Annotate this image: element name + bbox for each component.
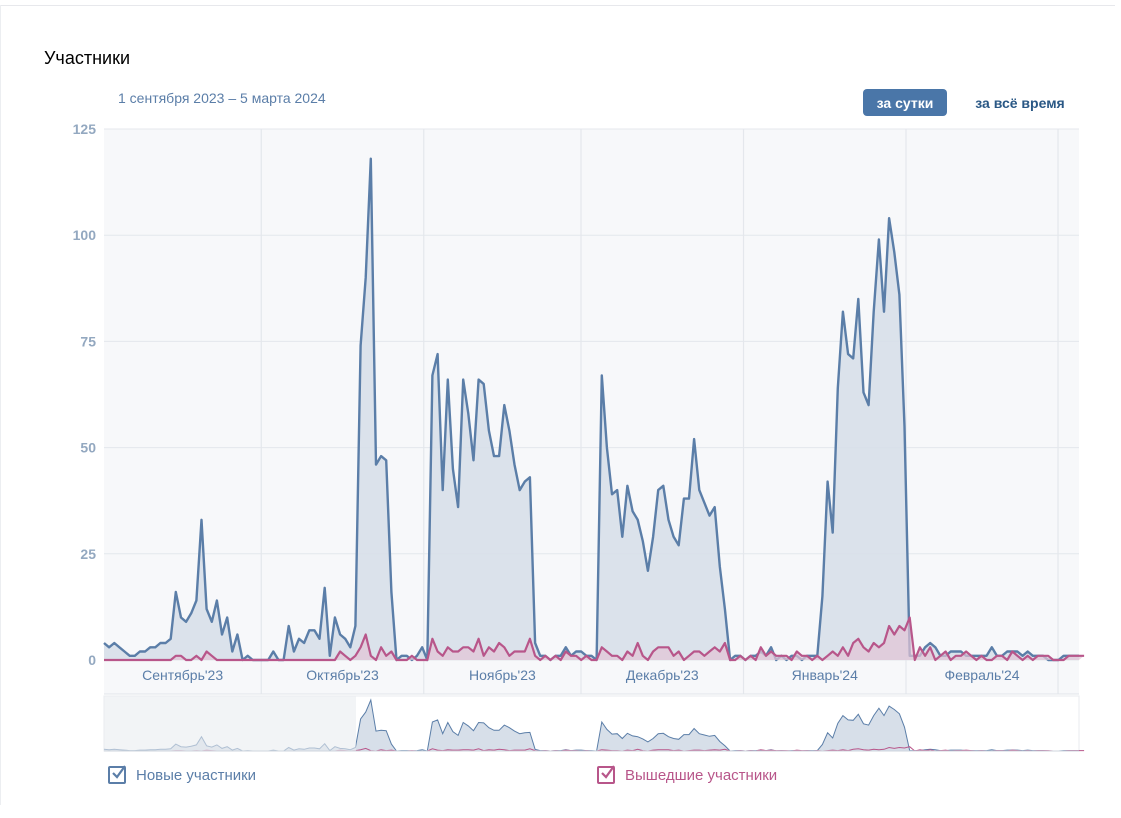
legend-label-left: Вышедшие участники	[625, 766, 778, 784]
page-title: Участники	[44, 48, 130, 68]
y-tick-label: 125	[73, 121, 97, 137]
legend-label-new: Новые участники	[136, 766, 257, 784]
new-members-checkbox[interactable]	[108, 765, 126, 784]
date-range: 1 сентября 2023 – 5 марта 2024	[118, 90, 326, 106]
y-tick-label: 50	[80, 440, 96, 456]
navigator-shade	[104, 696, 356, 751]
navigator-new-area	[104, 700, 1079, 751]
month-label: Октябрь'23	[306, 667, 379, 683]
y-tick-label: 0	[88, 652, 96, 668]
y-tick-label: 100	[73, 227, 97, 243]
all-time-button[interactable]: за всё время	[975, 94, 1065, 111]
legend-left-members[interactable]: Вышедшие участники	[597, 765, 778, 784]
legend-new-members[interactable]: Новые участники	[108, 765, 257, 784]
series-left-line	[104, 616, 1085, 662]
month-label: Январь'24	[792, 667, 858, 683]
month-label: Ноябрь'23	[469, 667, 536, 683]
left-divider	[0, 5, 1, 805]
month-label: Декабрь'23	[626, 667, 699, 683]
y-tick-label: 75	[80, 333, 96, 349]
top-divider	[0, 5, 1115, 6]
series-left-area	[104, 617, 1085, 660]
month-label: Сентябрь'23	[142, 667, 223, 683]
left-members-checkbox[interactable]	[597, 765, 615, 784]
y-tick-label: 25	[80, 546, 96, 562]
per-day-button[interactable]: за сутки	[863, 89, 947, 116]
month-label: Февраль'24	[944, 667, 1019, 683]
series-new-area	[104, 158, 1079, 660]
plot-background	[104, 129, 1079, 694]
